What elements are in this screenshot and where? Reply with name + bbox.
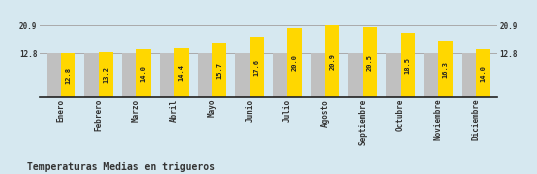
Bar (424, 53, 438, 97)
Text: Temperaturas Medias en trigueros: Temperaturas Medias en trigueros (27, 162, 215, 172)
Bar (136, 49, 151, 97)
Bar (462, 53, 476, 97)
Bar (198, 53, 212, 97)
Text: 13.2: 13.2 (103, 66, 109, 83)
Bar (84, 53, 99, 97)
Text: 12.8: 12.8 (65, 67, 71, 84)
Bar (401, 33, 415, 97)
Bar (287, 28, 302, 97)
Text: 16.3: 16.3 (442, 61, 448, 78)
Text: 18.5: 18.5 (405, 57, 411, 74)
Text: 20.9: 20.9 (329, 53, 335, 70)
Text: 14.0: 14.0 (141, 65, 147, 82)
Bar (363, 27, 377, 97)
Bar (273, 53, 287, 97)
Bar (160, 53, 174, 97)
Text: 14.0: 14.0 (480, 65, 486, 82)
Text: 17.6: 17.6 (254, 58, 260, 76)
Bar (311, 53, 325, 97)
Bar (99, 52, 113, 97)
Bar (212, 43, 226, 97)
Bar (250, 37, 264, 97)
Bar (349, 53, 363, 97)
Text: 15.7: 15.7 (216, 62, 222, 79)
Bar (438, 41, 453, 97)
Bar (174, 48, 188, 97)
Bar (325, 25, 339, 97)
Text: 14.4: 14.4 (178, 64, 184, 81)
Bar (235, 53, 250, 97)
Text: 20.0: 20.0 (292, 54, 297, 71)
Bar (47, 53, 61, 97)
Bar (386, 53, 401, 97)
Bar (122, 53, 136, 97)
Bar (476, 49, 490, 97)
Bar (61, 53, 75, 97)
Text: 20.5: 20.5 (367, 53, 373, 70)
